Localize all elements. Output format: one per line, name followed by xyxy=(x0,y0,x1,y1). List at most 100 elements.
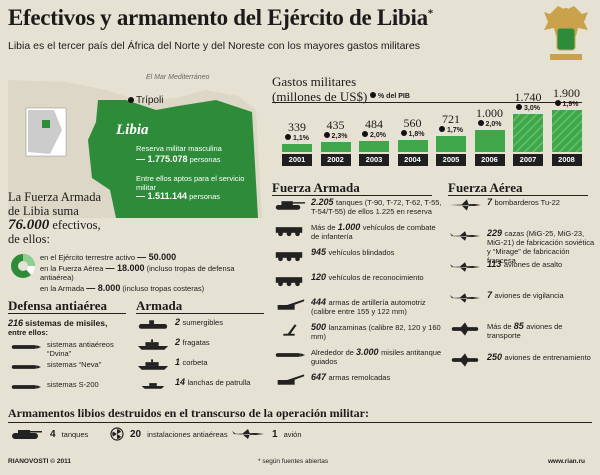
pct-dot-icon xyxy=(477,119,484,126)
navy-heading: Armada xyxy=(136,298,183,313)
chart-header: Gastos militares (millones de US$) xyxy=(272,74,367,104)
pct-dot-icon xyxy=(323,132,330,139)
chart-pct-label: 1,7% xyxy=(433,126,469,134)
navy-list: 2 sumergibles 2 fragatas 1 corbeta 14 lanch… xyxy=(136,318,270,398)
transport-icon xyxy=(448,322,482,336)
ground-forces-heading: Fuerza Armada xyxy=(272,180,360,195)
navy-value: — 8.000 xyxy=(86,283,121,293)
air-force-text: Más de 85 aviones de transporte xyxy=(487,321,563,341)
military-spending-chart: 1,1% 339 2001 2,3% 435 2002 2,0% 484 2003 1,8% 560… xyxy=(272,0,592,170)
air-defense-count: 216 xyxy=(8,318,24,328)
reserve-unit: personas xyxy=(189,155,221,164)
army-prefix: en el Ejército terrestre activo xyxy=(40,253,136,262)
chart-pct-label: 1,8% xyxy=(395,129,431,138)
air-force-text: 250 aviones de entrenamiento xyxy=(487,352,591,363)
navy-row: 1 corbeta xyxy=(136,358,270,378)
ground-forces-text: 444 armas de artillería automotriz (cali… xyxy=(311,297,426,317)
pct-dot-icon xyxy=(285,134,292,140)
ground-forces-text: Más de 1.000 vehículos de combate de inf… xyxy=(311,222,436,242)
destroyed-plane: 1 avión xyxy=(230,427,302,441)
radiation-icon xyxy=(110,427,124,441)
fit-value: — 1.511.144 xyxy=(136,191,188,201)
pct-dot-icon xyxy=(400,129,407,136)
navy-note: (incluso tropas costeras) xyxy=(122,284,205,293)
navy-text: 1 corbeta xyxy=(175,357,208,368)
title-text: Efectivos y armamento del Ejército de Li… xyxy=(8,5,428,30)
chart-pct-label: 1,9% xyxy=(549,100,585,108)
title-footnote-mark: * xyxy=(427,7,434,20)
chart-bar xyxy=(359,141,389,152)
coat-of-arms-icon xyxy=(544,6,588,60)
jet-icon xyxy=(448,229,482,243)
ground-forces-row: 444 armas de artillería automotriz (cali… xyxy=(272,298,442,323)
force-pie-icon xyxy=(11,254,36,278)
ground-forces-row: 647 armas remolcadas xyxy=(272,373,442,398)
chart-title: Gastos militares xyxy=(272,74,357,89)
pct-dot-icon xyxy=(362,131,369,138)
destroyed-aa-num: 20 xyxy=(130,428,142,440)
chart-subtitle: (millones de US$) xyxy=(272,89,368,104)
missile-icon xyxy=(272,348,306,362)
navy-prefix: en la Armada xyxy=(40,284,85,293)
fit-unit: personas xyxy=(189,192,220,201)
pct-dot-icon xyxy=(516,103,523,110)
capital-marker: Trípoli xyxy=(128,95,163,106)
armed-force-summary: La Fuerza Armada de Libia suma 76.000 ef… xyxy=(8,190,101,246)
navy-row: 2 fragatas xyxy=(136,338,270,358)
air-defense-row: sistemas “Neva” xyxy=(8,360,133,380)
air-force-text: 7 bombarderos Tu-22 xyxy=(487,197,560,208)
chart-value-label: 1.900 xyxy=(553,86,580,100)
chart-bar xyxy=(474,129,505,152)
bomber-icon xyxy=(448,198,482,212)
chart-bar xyxy=(282,144,312,152)
page-title: Efectivos y armamento del Ejército de Li… xyxy=(8,5,433,31)
ground-forces-list: 2.205 tanques (T-90, T-72, T-62, T-55, T… xyxy=(272,198,442,398)
sub-icon xyxy=(136,318,170,332)
chart-year-label: 2005 xyxy=(436,154,466,166)
chart-legend: % del PIB xyxy=(370,92,410,100)
boat-icon xyxy=(136,378,170,392)
ground-forces-text: 500 lanzaminas (calibre 82, 120 y 160 mm… xyxy=(311,322,441,342)
footer-url: www.rian.ru xyxy=(548,458,585,465)
army-value: — 50.000 xyxy=(137,252,177,262)
libya-map xyxy=(8,80,262,218)
airforce-prefix: en la Fuerza Aérea xyxy=(40,264,104,273)
navy-text: 2 sumergibles xyxy=(175,317,223,328)
air-defense-summary: 216 sistemas de misiles, entre ellos: xyxy=(8,318,126,338)
transport-icon xyxy=(448,353,482,367)
chart-value-label: 721 xyxy=(442,112,460,127)
air-force-row: 7 aviones de vigilancia xyxy=(448,291,596,322)
air-defense-row: sistemas S-200 xyxy=(8,380,133,400)
ground-forces-text: 945 vehículos blindados xyxy=(311,247,395,258)
chart-bar xyxy=(436,136,466,152)
air-defense-rule xyxy=(8,313,126,314)
chart-year-label: 2004 xyxy=(397,154,428,166)
chart-pct-label: 3,0% xyxy=(510,103,546,112)
navy-text: 2 fragatas xyxy=(175,337,210,348)
destroyed-rule xyxy=(8,422,592,423)
air-force-row: Más de 85 aviones de transporte xyxy=(448,322,596,353)
fit-label: Entre ellos aptos para el servicio milit… xyxy=(136,174,245,192)
ship-icon xyxy=(136,338,170,352)
air-defense-list: sistemas antiaéreos “Dvina” sistemas “Nev… xyxy=(8,340,133,400)
ground-forces-rule xyxy=(272,195,432,196)
airforce-value: — 18.000 xyxy=(105,263,145,273)
destroyed-plane-num: 1 xyxy=(272,428,278,440)
air-defense-row: sistemas antiaéreos “Dvina” xyxy=(8,340,133,360)
chart-pct-label: 2,0% xyxy=(356,131,392,139)
ground-forces-text: 120 vehículos de reconocimiento xyxy=(311,272,424,283)
ship-icon xyxy=(136,358,170,372)
navy-rule xyxy=(136,313,264,314)
chart-value-label: 484 xyxy=(365,117,383,132)
air-defense-text: sistemas antiaéreos “Dvina” xyxy=(47,340,114,358)
missile-icon xyxy=(8,360,42,374)
jet-icon xyxy=(448,260,482,274)
ground-forces-row: Alrededor de 3.000 misiles antitanque gu… xyxy=(272,348,442,373)
missile-icon xyxy=(8,380,42,394)
destroyed-plane-label: avión xyxy=(283,429,302,439)
apc-icon xyxy=(272,248,306,262)
destroyed-aa-label: instalaciones antiaéreas xyxy=(147,429,228,439)
chart-pct-label: 2,0% xyxy=(472,119,508,128)
air-force-text: 229 cazas (MiG-25, MiG-23, MiG-21) de fa… xyxy=(487,228,595,266)
air-force-list: 7 bombarderos Tu-22 229 cazas (MiG-25, Mi… xyxy=(448,198,596,384)
